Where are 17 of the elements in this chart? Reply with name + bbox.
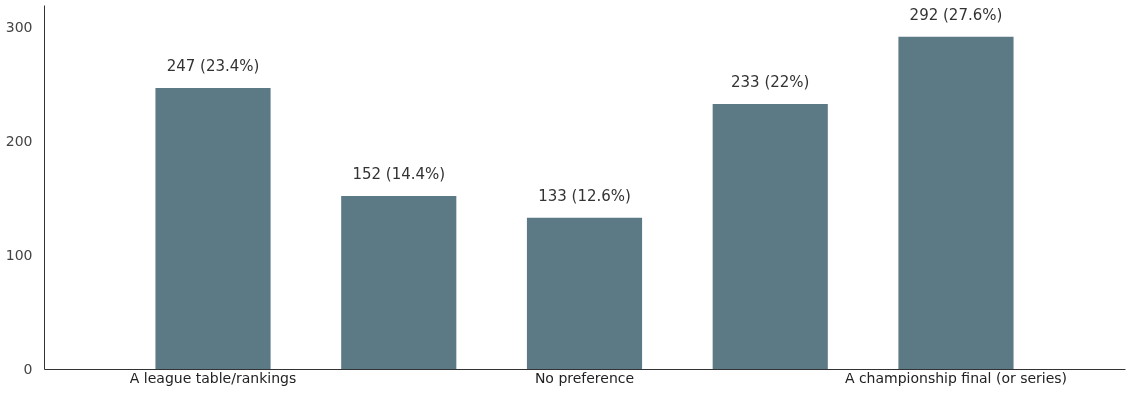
bar	[155, 88, 271, 369]
x-tick-label: A championship final (or series)	[844, 369, 1068, 386]
y-tick-label: 0	[23, 360, 33, 377]
bar	[712, 103, 828, 369]
y-tick-label: 300	[5, 19, 33, 36]
y-tick-label: 200	[5, 133, 33, 149]
bar	[341, 196, 457, 369]
bar	[898, 36, 1014, 369]
x-tick-label: A league table/rankings	[129, 369, 297, 386]
data-label: 233 (22%)	[731, 72, 810, 91]
x-tick-label: No preference	[534, 369, 635, 386]
bar	[526, 217, 643, 369]
data-label: 247 (23.4%)	[166, 57, 260, 76]
data-label: 133 (12.6%)	[538, 186, 631, 205]
y-tick-label: 100	[5, 246, 33, 263]
data-label: 292 (27.6%)	[909, 5, 1003, 24]
data-label: 152 (14.4%)	[352, 165, 446, 184]
